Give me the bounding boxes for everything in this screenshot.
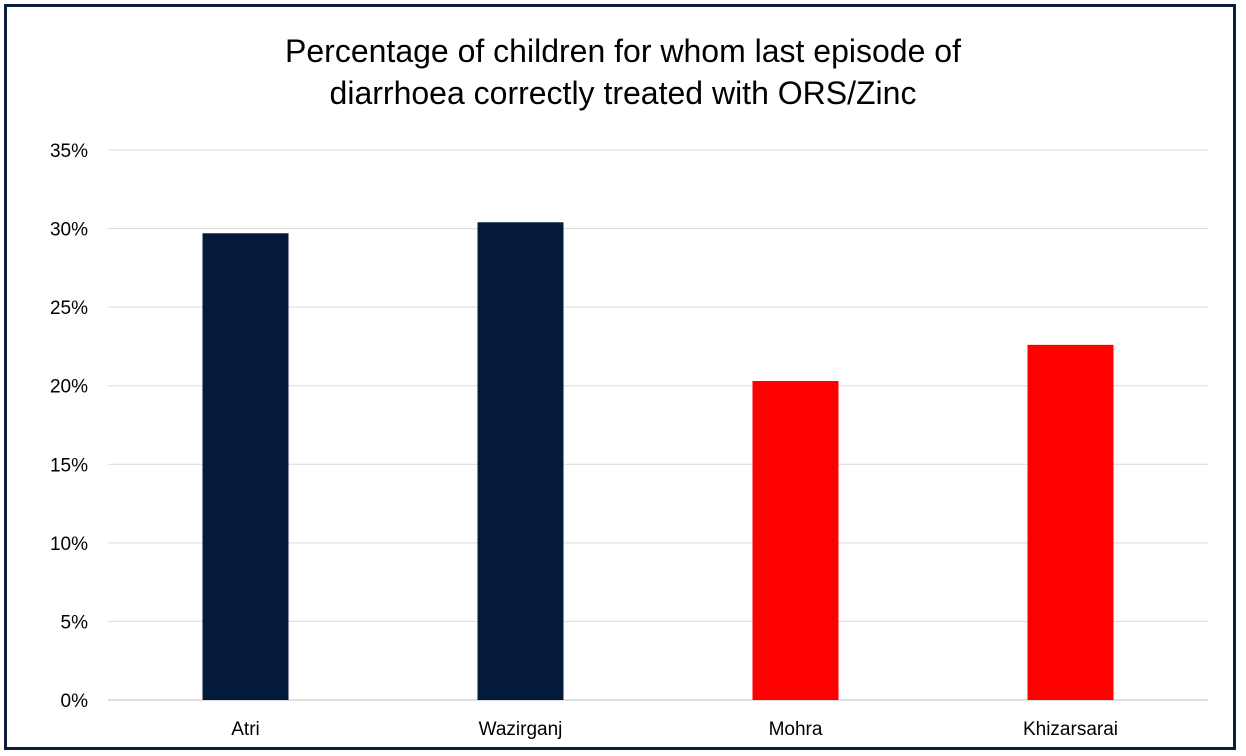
y-tick-label: 15% [50, 455, 88, 476]
chart-title: Percentage of children for whom last epi… [0, 30, 1246, 114]
y-tick-label: 5% [61, 612, 89, 633]
y-tick-label: 20% [50, 377, 88, 398]
bar-atri [202, 233, 289, 701]
y-tick-label: 10% [50, 534, 88, 555]
y-tick-label: 25% [50, 298, 88, 319]
y-tick-label: 0% [61, 691, 89, 712]
chart-title-line-1: Percentage of children for whom last epi… [285, 33, 961, 69]
bar-khizarsarai [1027, 344, 1114, 700]
x-tick-label: Mohra [769, 719, 823, 740]
x-tick-label: Khizarsarai [1023, 719, 1118, 740]
x-axis-tick-labels: Atri Wazirganj Mohra Khizarsarai [231, 719, 1118, 740]
y-axis-tick-labels: 0% 5% 10% 15% 20% 25% 30% 35% [50, 141, 88, 712]
y-tick-label: 35% [50, 141, 88, 162]
gridlines [108, 149, 1208, 701]
x-tick-label: Atri [231, 719, 260, 740]
bars [202, 222, 1114, 701]
y-tick-label: 30% [50, 220, 88, 241]
x-tick-label: Wazirganj [479, 719, 563, 740]
bar-mohra [752, 381, 839, 700]
bar-wazirganj [477, 222, 564, 701]
chart-title-line-2: diarrhoea correctly treated with ORS/Zin… [329, 75, 917, 111]
